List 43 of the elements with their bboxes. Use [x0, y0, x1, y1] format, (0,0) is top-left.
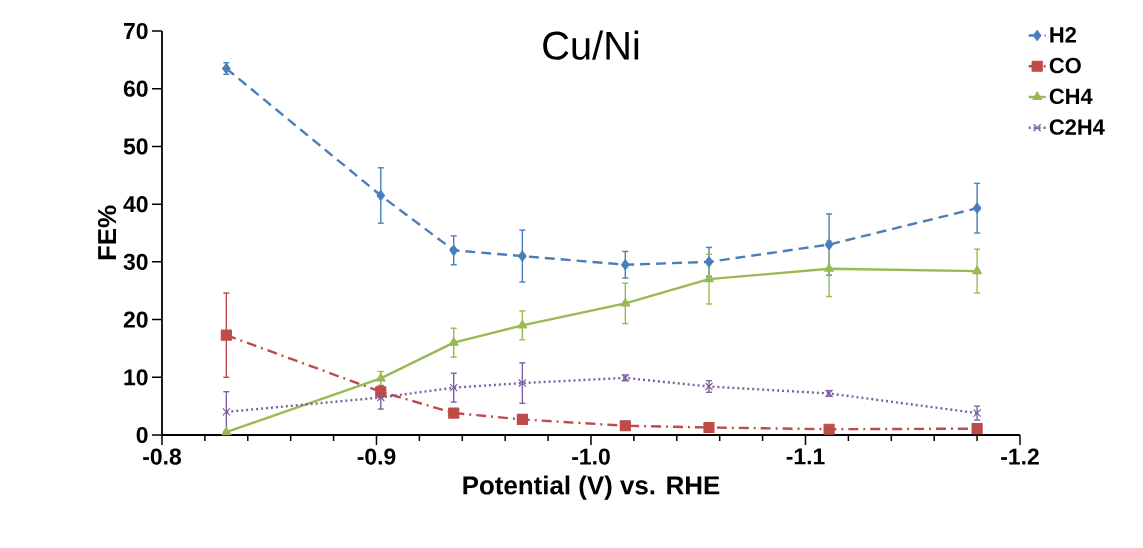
y-tick-label: 60 — [123, 80, 148, 97]
point — [824, 238, 834, 251]
legend-label: H2 — [1050, 27, 1077, 43]
x-tick-label: -1.2 — [1001, 448, 1039, 465]
point — [971, 423, 983, 435]
point — [703, 421, 715, 434]
point — [221, 426, 232, 436]
point — [448, 337, 459, 346]
point — [449, 244, 459, 256]
point — [449, 383, 458, 392]
point — [823, 423, 835, 435]
point — [518, 250, 527, 262]
point — [376, 189, 386, 202]
point — [620, 297, 631, 307]
y-tick-label: 40 — [123, 196, 148, 213]
legend-label: C2H4 — [1049, 119, 1105, 135]
point — [972, 202, 982, 214]
point — [704, 256, 714, 268]
point — [619, 420, 631, 432]
y-tick-label: 0 — [136, 426, 148, 444]
y-tick-label: 50 — [123, 138, 148, 155]
y-tick-label: 30 — [123, 253, 148, 270]
y-axis-title: FE% — [97, 205, 117, 260]
y-tick-label: 20 — [123, 311, 148, 328]
point — [972, 265, 983, 275]
point — [517, 319, 528, 329]
x-axis-title: Potential (V) vs. RHE — [463, 475, 720, 500]
x-tick-label: -0.8 — [143, 448, 182, 465]
legend-label: CH4 — [1049, 88, 1093, 105]
point — [220, 329, 232, 341]
x-tick-label: -1.1 — [786, 448, 825, 465]
y-tick-label: 70 — [124, 22, 148, 40]
chart-title: Cu/Ni — [543, 30, 639, 60]
x-tick-label: -1.0 — [572, 448, 610, 465]
point — [448, 407, 460, 419]
y-tick-label: 10 — [124, 369, 148, 386]
x-tick-label: -0.9 — [357, 448, 396, 465]
point — [222, 407, 231, 417]
point — [518, 378, 527, 388]
point — [620, 259, 630, 271]
point — [516, 413, 528, 425]
legend-label: CO — [1049, 57, 1081, 74]
point — [824, 263, 834, 272]
